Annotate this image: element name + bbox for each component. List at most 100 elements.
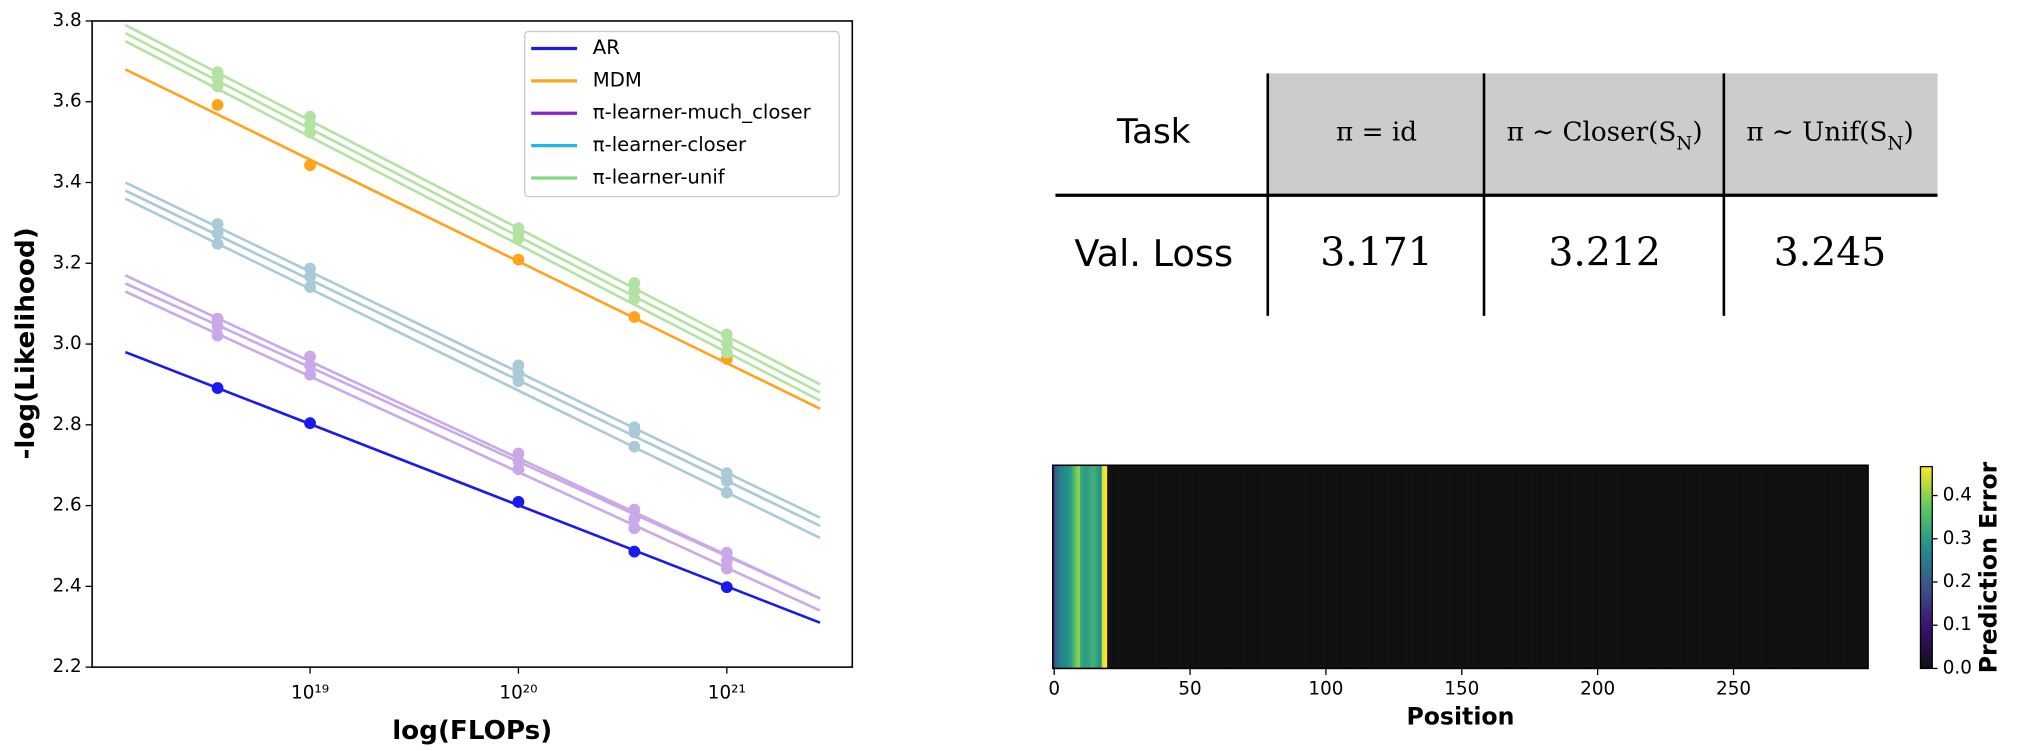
heatmap-cell <box>1463 465 1467 669</box>
heatmap-cell <box>1052 465 1056 669</box>
heatmap-cell <box>1422 465 1426 669</box>
heatmap-frame <box>1052 464 1869 670</box>
legend-label: MDM <box>593 68 642 91</box>
heatmap-cell <box>1164 465 1168 669</box>
heatmap-cell <box>1512 465 1516 669</box>
heatmap-cell <box>1305 465 1309 669</box>
data-point <box>628 513 641 525</box>
table-row-label: Val. Loss <box>1074 232 1233 275</box>
heatmap-cell <box>1272 465 1277 669</box>
heatmap-cell <box>1427 465 1431 669</box>
heatmap-cell <box>1637 465 1641 669</box>
heatmap-cell <box>1177 465 1181 669</box>
header-fill <box>1267 73 1938 196</box>
heatmap-cell <box>1829 465 1834 669</box>
y-tick-label: 2.6 <box>52 495 81 516</box>
heatmap-cell <box>1854 465 1858 669</box>
heatmap-cell <box>1479 465 1483 669</box>
heatmap-cell <box>1626 465 1630 669</box>
heatmap-cell <box>1501 465 1505 669</box>
heatmap-cell <box>1618 465 1622 669</box>
fit-line <box>124 189 821 527</box>
data-point <box>720 562 733 575</box>
heatmap-cell <box>1615 465 1619 669</box>
heatmap-cell <box>1259 465 1263 669</box>
heatmap-x-label: Position <box>1406 703 1514 731</box>
heatmap-cell <box>1824 465 1828 669</box>
heatmap-cell <box>1349 465 1353 669</box>
y-tick-label: 2.8 <box>52 414 81 435</box>
heatmap-cell <box>1156 465 1160 669</box>
heatmap-cell <box>1699 465 1703 669</box>
heatmap-cell <box>1224 465 1228 669</box>
heatmap-cell <box>1055 465 1059 669</box>
heatmap-cell <box>1465 465 1469 669</box>
heatmap-cell <box>1759 465 1763 669</box>
heatmap-cell <box>1718 465 1722 669</box>
data-point <box>720 346 733 359</box>
heatmap-cell <box>1778 465 1782 669</box>
heatmap-cell <box>1218 465 1222 669</box>
heatmap-cell <box>1762 465 1766 669</box>
heatmap-cell <box>1715 465 1719 669</box>
heatmap-cell <box>1202 465 1206 669</box>
heatmap-cell <box>1753 465 1758 669</box>
heatmap-cell <box>1446 465 1450 669</box>
heatmap-cell <box>1324 465 1328 669</box>
heatmap-cell <box>1302 465 1306 669</box>
heatmap-cell <box>1493 465 1497 669</box>
heatmap-cell <box>1191 465 1195 669</box>
heatmap-cell <box>1392 465 1396 669</box>
y-tick-label: 3.6 <box>52 91 81 112</box>
table-cell: π ∼ Closer(SN) <box>1507 118 1703 155</box>
heatmap-cell <box>1158 465 1162 669</box>
x-tick-label: 250 <box>1716 678 1751 699</box>
heatmap-cell <box>1435 465 1440 669</box>
colorbar-tick-label: 0.2 <box>1943 571 1972 592</box>
data-point <box>304 417 316 430</box>
heatmap-cell <box>1664 465 1668 669</box>
heatmap-cell <box>1185 465 1190 669</box>
heatmap-cell <box>1126 465 1130 669</box>
heatmap-cell <box>1582 465 1586 669</box>
heatmap-cell <box>1403 465 1407 669</box>
heatmap-cell <box>1253 465 1258 669</box>
heatmap-cell <box>1791 465 1796 669</box>
heatmap-cell <box>1851 465 1855 669</box>
heatmap-cell <box>1569 465 1573 669</box>
heatmap-cell <box>1340 465 1344 669</box>
heatmap-cell <box>1425 465 1429 669</box>
heatmap-cell <box>1658 465 1662 669</box>
heatmap-cell <box>1381 465 1385 669</box>
heatmap-cell <box>1139 465 1143 669</box>
heatmap-cell <box>1321 465 1325 669</box>
heatmap-cell <box>1069 465 1073 669</box>
heatmap-cell <box>1300 465 1304 669</box>
heatmap-cell <box>1525 465 1529 669</box>
colorbar <box>1919 465 1933 670</box>
cell-part: ) <box>1692 118 1702 148</box>
heatmap-cell <box>1642 465 1646 669</box>
heatmap-cell <box>1101 465 1105 669</box>
heatmap-cell <box>1748 465 1752 669</box>
cell-part: N <box>1887 133 1903 154</box>
heatmap-cell <box>1612 465 1616 669</box>
data-point <box>211 227 224 240</box>
heatmap-cell <box>1514 465 1518 669</box>
heatmap-cell <box>1599 465 1603 669</box>
data-point <box>211 382 224 394</box>
cell-part: N <box>1676 133 1692 154</box>
cell-part: π ∼ Closer(S <box>1507 118 1677 148</box>
legend-label: π-learner-closer <box>593 133 747 156</box>
heatmap-cell <box>1251 465 1255 669</box>
heatmap-cell <box>1770 465 1774 669</box>
heatmap-cell <box>1327 465 1331 669</box>
heatmap-cell <box>1085 465 1089 669</box>
heatmap-cell <box>1781 465 1785 669</box>
heatmap-cell <box>1270 465 1274 669</box>
heatmap-cell <box>1153 465 1157 669</box>
heatmap-cell <box>1577 465 1581 669</box>
y-tick-label: 3.2 <box>52 252 81 273</box>
heatmap-cell <box>1536 465 1540 669</box>
